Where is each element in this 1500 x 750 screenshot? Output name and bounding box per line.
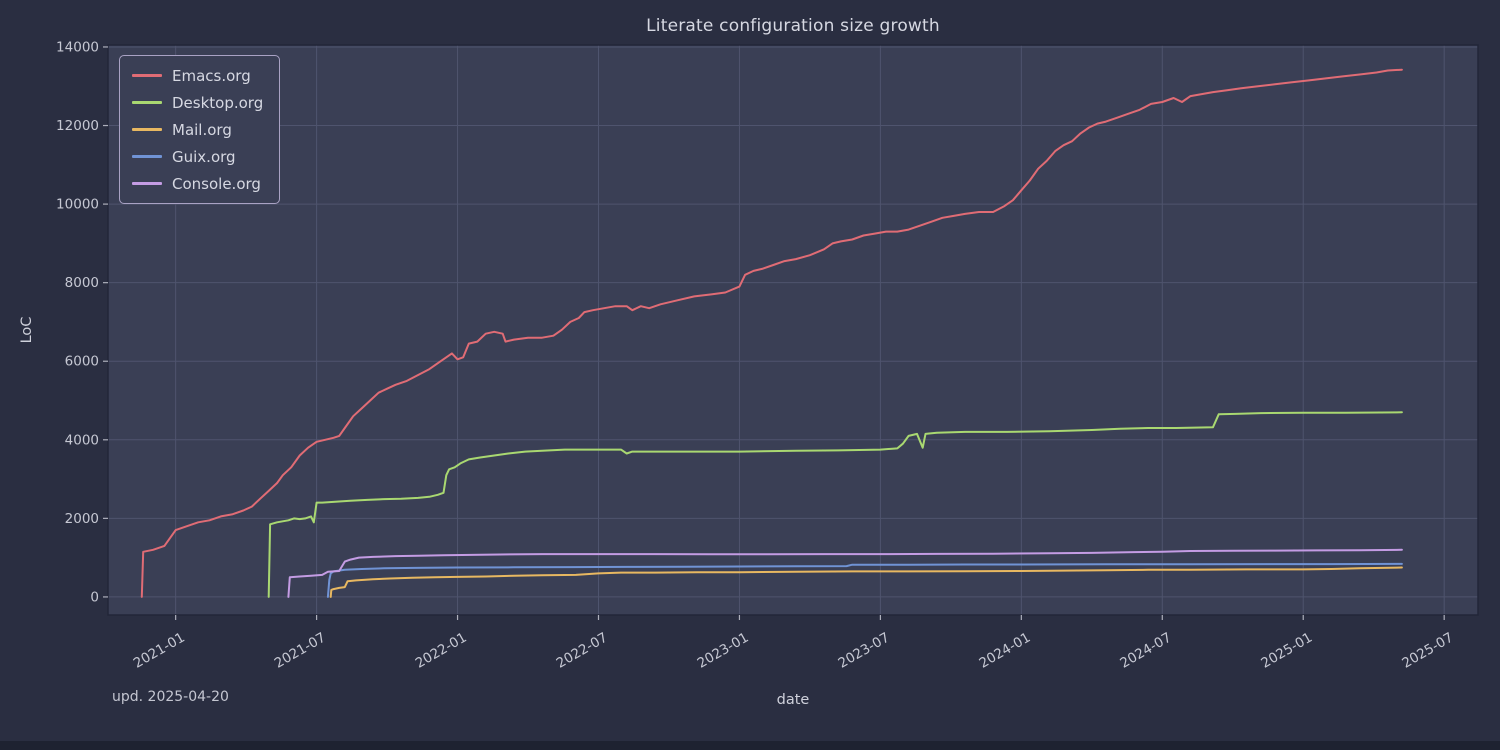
legend-label: Console.org bbox=[172, 174, 261, 193]
legend-item: Console.org bbox=[132, 173, 263, 194]
grid-lines bbox=[108, 45, 1478, 615]
legend-item: Emacs.org bbox=[132, 65, 263, 86]
y-tick-label: 8000 bbox=[65, 275, 99, 291]
x-tick-label: 2025-01 bbox=[1258, 630, 1315, 672]
y-tick-label: 4000 bbox=[65, 432, 99, 448]
x-tick-label: 2024-01 bbox=[976, 630, 1033, 672]
legend-label: Desktop.org bbox=[172, 93, 264, 112]
x-tick-label: 2021-07 bbox=[272, 630, 329, 672]
x-tick-label: 2022-01 bbox=[413, 630, 470, 672]
y-tick-label: 6000 bbox=[65, 354, 99, 370]
legend-item: Mail.org bbox=[132, 119, 263, 140]
y-tick-label: 14000 bbox=[56, 39, 99, 55]
series-line-mail-org bbox=[329, 566, 1403, 598]
legend-swatch-mail-org bbox=[132, 128, 162, 131]
x-tick-label: 2023-01 bbox=[695, 630, 752, 672]
legend-label: Mail.org bbox=[172, 120, 232, 139]
y-axis-label: LoC bbox=[19, 316, 35, 344]
x-tick-label: 2025-07 bbox=[1399, 630, 1456, 672]
plot-area bbox=[108, 45, 1478, 615]
y-tick-label: 10000 bbox=[56, 197, 99, 213]
series-line-console-org bbox=[287, 548, 1403, 598]
y-tick-label: 12000 bbox=[56, 118, 99, 134]
updated-note: upd. 2025-04-20 bbox=[112, 689, 229, 705]
x-tick-label: 2021-01 bbox=[131, 630, 188, 672]
x-tick-label: 2023-07 bbox=[836, 630, 893, 672]
series-line-desktop-org bbox=[267, 411, 1403, 598]
legend-swatch-guix-org bbox=[132, 155, 162, 158]
y-tick-label: 2000 bbox=[65, 511, 99, 527]
x-axis-label: date bbox=[776, 692, 810, 708]
legend-item: Guix.org bbox=[132, 146, 263, 167]
legend-label: Emacs.org bbox=[172, 66, 251, 85]
legend-swatch-console-org bbox=[132, 182, 162, 185]
x-tick-label: 2022-07 bbox=[554, 630, 611, 672]
series-lines bbox=[140, 68, 1403, 598]
series-line-guix-org bbox=[326, 562, 1403, 598]
bottom-bar bbox=[0, 741, 1500, 750]
x-tick-label: 2024-07 bbox=[1117, 630, 1174, 672]
plot-border bbox=[107, 44, 1479, 616]
legend: Emacs.org Desktop.org Mail.org Guix.org Cons… bbox=[119, 55, 281, 204]
series-line-emacs-org bbox=[140, 68, 1403, 598]
legend-swatch-emacs-org bbox=[132, 74, 162, 77]
legend-swatch-desktop-org bbox=[132, 101, 162, 104]
legend-item: Desktop.org bbox=[132, 92, 263, 113]
chart-title: Literate configuration size growth bbox=[646, 16, 940, 36]
y-tick-label: 0 bbox=[90, 589, 99, 605]
legend-label: Guix.org bbox=[172, 147, 236, 166]
